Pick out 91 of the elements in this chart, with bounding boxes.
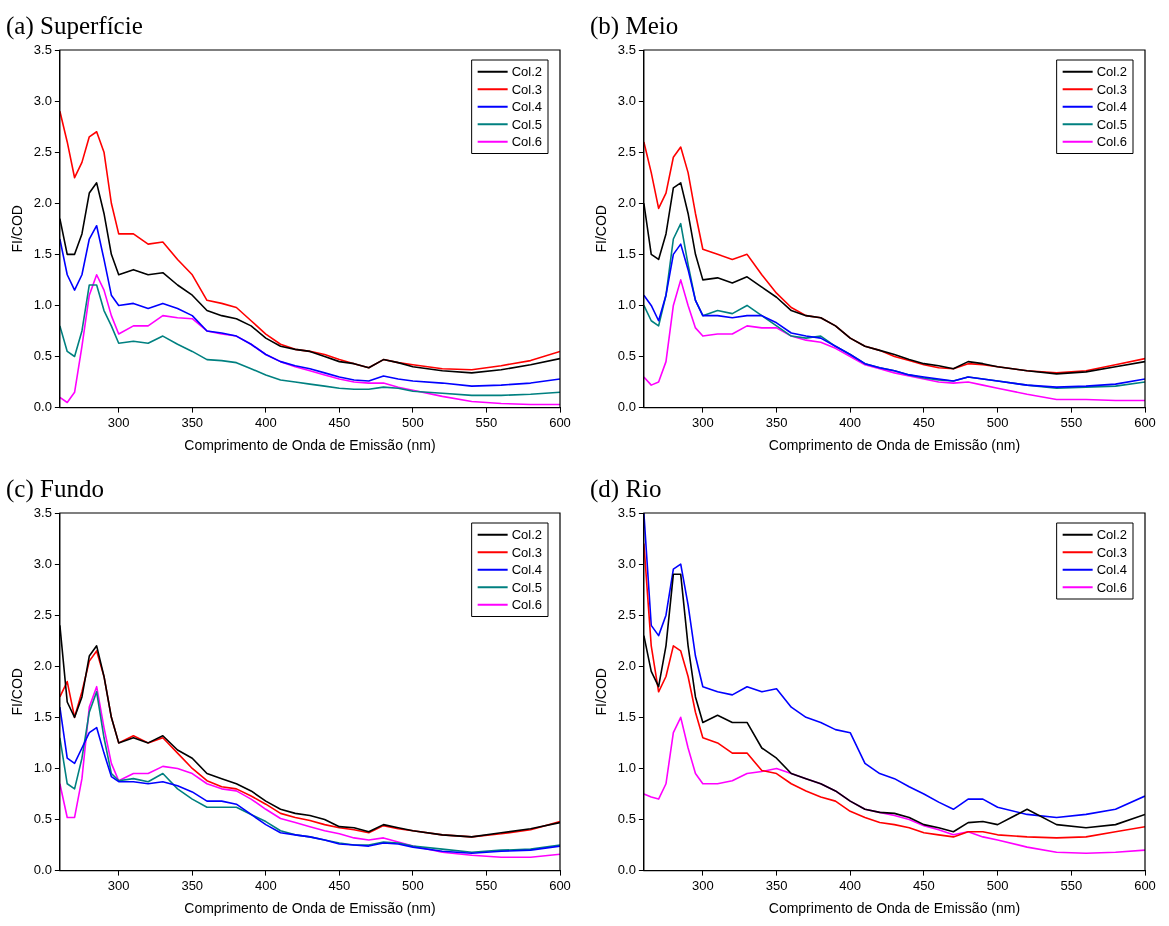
y-tick-label: 1.0: [33, 297, 52, 313]
y-tick-label: 2.5: [33, 606, 52, 622]
y-tick-label: 3.5: [33, 504, 52, 520]
x-tick-label: 350: [765, 414, 788, 430]
x-tick-label: 550: [475, 877, 498, 893]
legend-label: Col.3: [511, 544, 543, 560]
x-tick-label: 350: [181, 877, 204, 893]
y-tick-label: 2.0: [617, 194, 636, 210]
x-tick-label: 400: [839, 877, 862, 893]
y-axis-title: FI/COD: [593, 205, 610, 253]
y-tick-label: 0.0: [617, 399, 636, 415]
x-tick-label: 550: [475, 414, 498, 430]
y-tick-label: 3.0: [33, 92, 52, 108]
y-tick-label: 0.5: [33, 348, 52, 364]
x-tick-label: 300: [107, 877, 130, 893]
chart-title: (c) Fundo: [6, 474, 104, 503]
y-tick-label: 2.0: [617, 657, 636, 673]
y-tick-label: 2.0: [33, 657, 52, 673]
legend-label: Col.6: [1096, 134, 1128, 150]
chart-title: (b) Meio: [590, 11, 679, 40]
y-tick-label: 1.5: [617, 245, 636, 261]
x-tick-label: 400: [839, 414, 862, 430]
legend-label: Col.6: [511, 134, 543, 150]
x-tick-label: 500: [986, 877, 1009, 893]
legend-label: Col.4: [1096, 99, 1128, 115]
y-tick-label: 2.5: [617, 606, 636, 622]
y-tick-label: 1.0: [617, 760, 636, 776]
legend-label: Col.2: [1096, 64, 1128, 80]
x-tick-label: 600: [549, 414, 571, 430]
x-tick-label: 450: [913, 877, 935, 893]
x-tick-label: 450: [913, 414, 935, 430]
y-tick-label: 0.0: [33, 862, 52, 878]
y-axis-title: FI/COD: [9, 668, 26, 716]
x-tick-label: 350: [765, 877, 788, 893]
y-tick-label: 3.5: [33, 41, 52, 57]
legend-label: Col.5: [1096, 116, 1128, 132]
x-tick-label: 350: [181, 414, 204, 430]
x-axis-title: Comprimento de Onda de Emissão (nm): [768, 900, 1021, 917]
x-tick-label: 450: [328, 414, 351, 430]
x-tick-label: 550: [1060, 414, 1083, 430]
legend-label: Col.2: [511, 527, 543, 543]
x-tick-label: 550: [1060, 877, 1083, 893]
y-tick-label: 1.5: [33, 245, 52, 261]
y-axis-title: FI/COD: [593, 668, 610, 716]
y-tick-label: 1.5: [617, 708, 636, 724]
legend-label: Col.2: [511, 64, 543, 80]
y-tick-label: 2.5: [617, 143, 636, 159]
x-tick-label: 400: [254, 877, 277, 893]
legend-label: Col.3: [1096, 81, 1128, 97]
x-tick-label: 500: [402, 414, 424, 430]
x-tick-label: 300: [107, 414, 130, 430]
y-tick-label: 1.0: [33, 760, 52, 776]
x-tick-label: 600: [1134, 877, 1156, 893]
legend-label: Col.3: [1096, 544, 1128, 560]
legend-label: Col.2: [1096, 527, 1128, 543]
y-axis-title: FI/COD: [9, 205, 26, 253]
y-tick-label: 3.0: [33, 555, 52, 571]
x-tick-label: 600: [1134, 414, 1156, 430]
y-tick-label: 2.0: [33, 194, 52, 210]
y-tick-label: 0.0: [33, 399, 52, 415]
legend-label: Col.6: [1096, 579, 1128, 595]
legend-label: Col.3: [511, 81, 543, 97]
chart-title: (a) Superfície: [6, 11, 143, 40]
legend-label: Col.4: [511, 562, 543, 578]
y-tick-label: 3.5: [617, 41, 636, 57]
y-tick-label: 2.5: [33, 143, 52, 159]
legend-label: Col.6: [511, 597, 543, 613]
x-tick-label: 300: [691, 414, 714, 430]
y-tick-label: 3.0: [617, 555, 636, 571]
x-tick-label: 500: [402, 877, 424, 893]
x-tick-label: 600: [549, 877, 571, 893]
x-tick-label: 400: [254, 414, 277, 430]
x-tick-label: 450: [328, 877, 351, 893]
chart-title: (d) Rio: [590, 474, 662, 503]
x-axis-title: Comprimento de Onda de Emissão (nm): [768, 437, 1021, 454]
y-tick-label: 3.5: [617, 504, 636, 520]
y-tick-label: 1.0: [617, 297, 636, 313]
y-tick-label: 1.5: [33, 708, 52, 724]
x-axis-title: Comprimento de Onda de Emissão (nm): [184, 437, 436, 454]
x-axis-title: Comprimento de Onda de Emissão (nm): [184, 900, 436, 917]
legend-label: Col.4: [1096, 562, 1128, 578]
y-tick-label: 0.5: [617, 811, 636, 827]
legend-label: Col.5: [511, 116, 543, 132]
x-tick-label: 300: [691, 877, 714, 893]
legend-label: Col.5: [511, 579, 543, 595]
x-tick-label: 500: [986, 414, 1009, 430]
y-tick-label: 0.0: [617, 862, 636, 878]
y-tick-label: 0.5: [617, 348, 636, 364]
y-tick-label: 3.0: [617, 92, 636, 108]
legend-label: Col.4: [511, 99, 543, 115]
y-tick-label: 0.5: [33, 811, 52, 827]
